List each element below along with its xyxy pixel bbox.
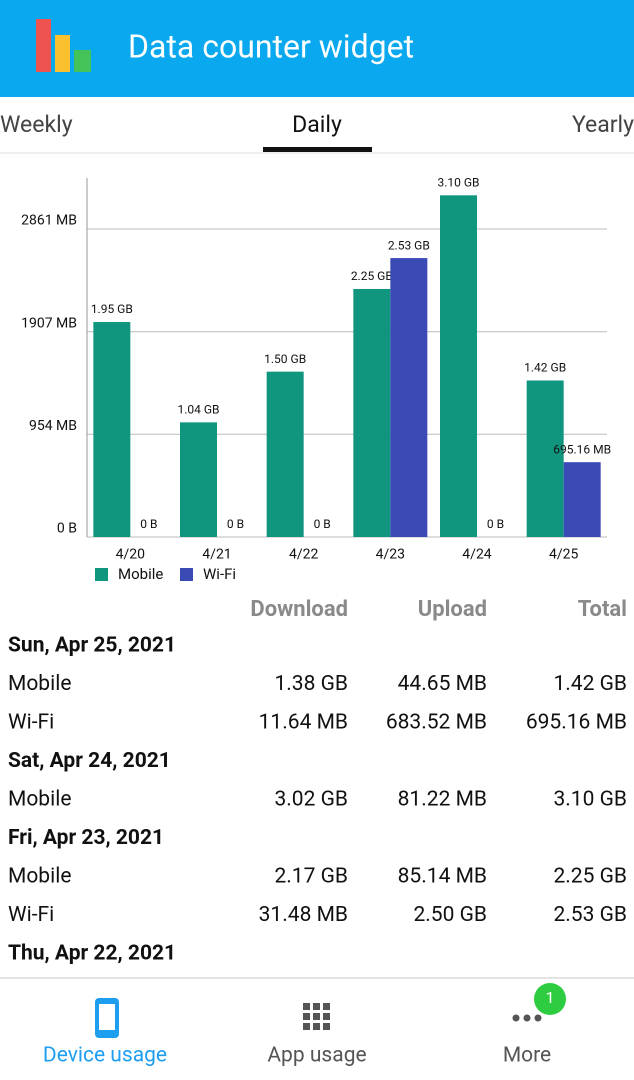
- row-label: Wi-Fi: [8, 903, 54, 927]
- badge: [534, 983, 566, 1015]
- legend-label: Wi-Fi: [203, 565, 236, 583]
- badge-count: 1: [546, 988, 555, 1007]
- value-label: 1.04 GB: [177, 403, 219, 417]
- usage-table: Download Upload Total Sun, Apr 25, 2021 Mobi…: [8, 597, 627, 966]
- row-label: Wi-Fi: [8, 711, 54, 735]
- cell: 11.64 MB: [259, 711, 348, 735]
- bar: [93, 322, 131, 537]
- x-tick-label: 4/20: [116, 547, 146, 563]
- phone-icon: [95, 998, 119, 1038]
- cell: 85.14 MB: [398, 865, 487, 889]
- x-tick-label: 4/23: [376, 547, 405, 563]
- tab-selected[interactable]: Daily: [292, 111, 342, 138]
- cell: 695.16 MB: [526, 711, 627, 735]
- nav-item[interactable]: App usage: [267, 1044, 366, 1068]
- value-label: 1.95 GB: [91, 302, 133, 316]
- legend-swatch: [95, 568, 108, 581]
- day-header: Sun, Apr 25, 2021: [8, 634, 176, 658]
- cell: 31.48 MB: [259, 903, 348, 927]
- cell: 2.25 GB: [553, 865, 627, 889]
- x-tick-label: 4/25: [549, 547, 579, 563]
- nav-item[interactable]: More: [503, 1044, 551, 1068]
- y-tick-label: 0 B: [57, 521, 77, 537]
- cell: 2.17 GB: [274, 865, 348, 889]
- row-label: Mobile: [8, 788, 71, 812]
- value-label: 0 B: [487, 517, 504, 531]
- bar: [390, 258, 428, 537]
- column-header: Upload: [418, 597, 487, 622]
- cell: 683.52 MB: [386, 711, 487, 735]
- bar: [563, 462, 601, 537]
- value-label: 1.42 GB: [524, 361, 566, 375]
- app-title: Data counter widget: [128, 27, 414, 65]
- grid-icon: [303, 1003, 330, 1030]
- cell: 44.65 MB: [398, 672, 487, 696]
- row-label: Mobile: [8, 865, 71, 889]
- row-label: Mobile: [8, 672, 71, 696]
- value-label: 695.16 MB: [553, 442, 611, 456]
- cell: 1.42 GB: [553, 672, 627, 696]
- day-header: Sat, Apr 24, 2021: [8, 749, 171, 773]
- x-tick-label: 4/21: [202, 547, 231, 563]
- column-header: Total: [578, 597, 627, 622]
- y-tick-label: 1907 MB: [21, 315, 77, 331]
- column-header: Download: [250, 597, 348, 622]
- bar: [440, 195, 477, 537]
- cell: 2.50 GB: [413, 903, 487, 927]
- day-header: Fri, Apr 23, 2021: [8, 826, 164, 850]
- app-bar: [0, 0, 634, 97]
- cell: 3.10 GB: [553, 788, 627, 812]
- value-label: 0 B: [314, 517, 331, 531]
- tab-indicator: [263, 147, 372, 152]
- value-label: 1.50 GB: [264, 352, 306, 366]
- y-tick-label: 2861 MB: [21, 213, 77, 229]
- y-tick-label: 954 MB: [29, 418, 77, 434]
- value-label: 2.25 GB: [351, 269, 393, 283]
- day-header: Thu, Apr 22, 2021: [8, 942, 176, 966]
- value-label: 0 B: [140, 517, 157, 531]
- tab[interactable]: Weekly: [0, 111, 73, 138]
- tab[interactable]: Yearly: [572, 111, 634, 138]
- legend-swatch: [180, 568, 193, 581]
- cell: 2.53 GB: [553, 903, 627, 927]
- bar: [353, 288, 391, 537]
- cell: 1.38 GB: [274, 672, 348, 696]
- more-icon: [512, 1014, 542, 1022]
- x-tick-label: 4/24: [462, 547, 492, 563]
- value-label: 2.53 GB: [388, 238, 430, 252]
- bar: [266, 371, 304, 537]
- app-logo: [36, 19, 91, 72]
- value-label: 3.10 GB: [437, 176, 479, 190]
- chart: 0 B 954 MB 1907 MB 2861 MB 4/20 1.95 GB 0 B 4/2…: [21, 176, 611, 583]
- bar: [526, 380, 564, 537]
- tab-bar: [0, 97, 634, 153]
- legend-label: Mobile: [118, 565, 163, 583]
- nav-item-selected[interactable]: Device usage: [43, 1044, 167, 1068]
- x-tick-label: 4/22: [289, 547, 319, 563]
- cell: 81.22 MB: [398, 788, 487, 812]
- cell: 3.02 GB: [274, 788, 348, 812]
- value-label: 0 B: [227, 517, 244, 531]
- bar: [180, 422, 217, 537]
